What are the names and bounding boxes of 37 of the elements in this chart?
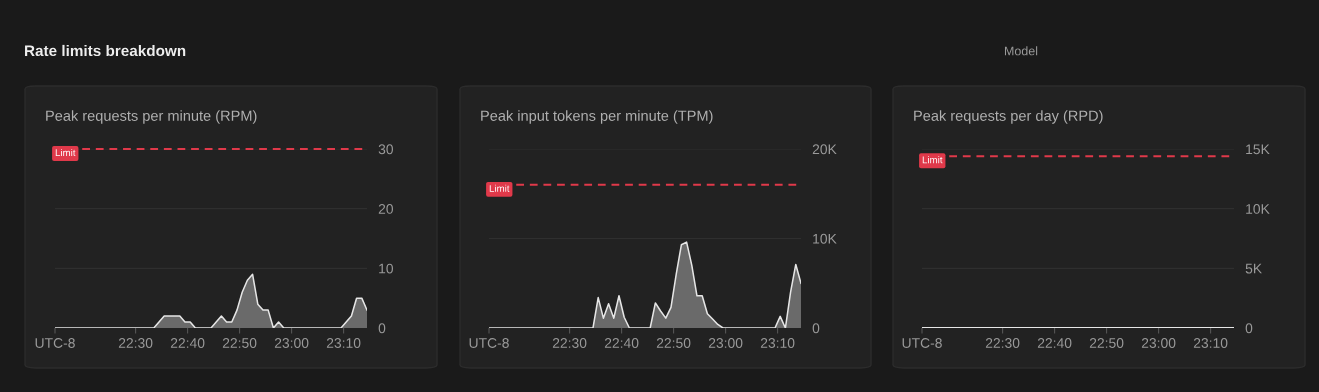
x-tick-label: 22:30 <box>118 338 153 348</box>
text: Rate limits breakdown <box>25 44 186 57</box>
ref-line-label: Limit <box>489 184 510 192</box>
y-tick-label: 30 <box>378 144 394 155</box>
x-tick-label: 23:10 <box>326 338 361 348</box>
y-tick-label: 10K <box>1246 204 1270 214</box>
x-tick-label: 22:50 <box>656 338 691 348</box>
x-tick-label: UTC-8 <box>469 338 509 348</box>
ref-line-label: Limit <box>922 156 943 164</box>
x-tick-label: 23:00 <box>1141 338 1176 348</box>
x-tick-label: 23:10 <box>1193 338 1228 348</box>
chart-title: Peak requests per day (RPD) <box>914 110 1103 124</box>
y-tick-label: 5K <box>1245 263 1262 274</box>
chart-title: Peak requests per minute (RPM) <box>46 110 257 124</box>
x-tick-label: 22:50 <box>222 338 257 348</box>
x-tick-label: 22:50 <box>1089 338 1124 348</box>
x-tick-label: 23:00 <box>274 338 309 348</box>
y-tick-label: 20 <box>378 204 394 214</box>
ref-line-label: Limit <box>55 149 76 157</box>
x-tick-label: 22:30 <box>552 338 587 348</box>
x-tick-label: UTC-8 <box>35 338 75 348</box>
x-tick-label: 22:40 <box>170 338 205 348</box>
x-tick-label: 22:40 <box>1037 338 1072 348</box>
y-tick-label: 20K <box>812 144 837 155</box>
chart-title: Peak input tokens per minute (TPM) <box>481 110 713 124</box>
x-tick-label: 23:00 <box>708 338 743 348</box>
y-tick-label: 0 <box>378 323 386 334</box>
x-tick-label: UTC-8 <box>902 338 942 348</box>
text: Model <box>1004 46 1038 56</box>
y-tick-label: 0 <box>812 323 820 334</box>
x-tick-label: 22:40 <box>604 338 639 348</box>
y-tick-label: 15K <box>1246 144 1270 155</box>
x-tick-label: 23:10 <box>760 338 795 348</box>
y-tick-label: 0 <box>1245 323 1253 334</box>
y-tick-label: 10K <box>813 233 837 244</box>
y-tick-label: 10 <box>379 263 394 274</box>
x-tick-label: 22:30 <box>985 338 1020 348</box>
